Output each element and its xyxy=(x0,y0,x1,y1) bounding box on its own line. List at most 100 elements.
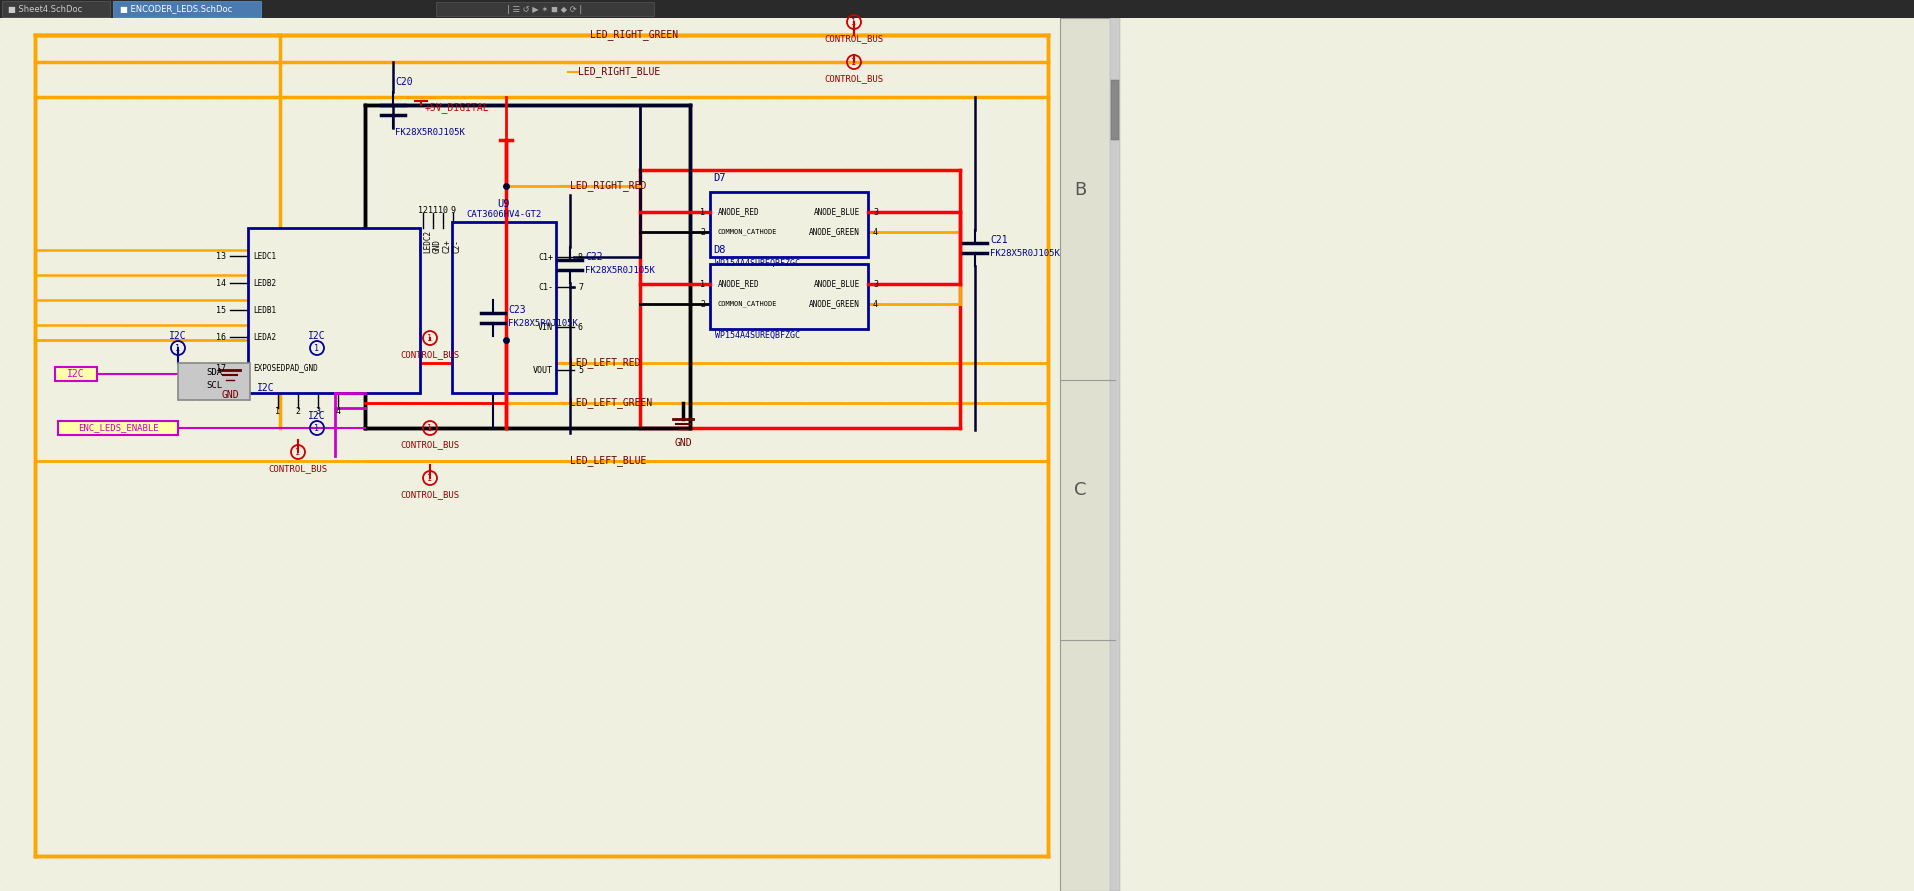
Text: 15: 15 xyxy=(216,306,226,315)
Text: ■ ENCODER_LEDS.SchDoc: ■ ENCODER_LEDS.SchDoc xyxy=(121,4,232,13)
Text: 8: 8 xyxy=(578,252,582,261)
Text: 4: 4 xyxy=(873,299,877,308)
Text: I2C: I2C xyxy=(168,331,188,341)
Text: 1: 1 xyxy=(701,208,704,217)
Text: LEDB2: LEDB2 xyxy=(253,279,276,288)
Text: 1: 1 xyxy=(427,473,433,483)
Text: ENC_LEDS_ENABLE: ENC_LEDS_ENABLE xyxy=(78,423,159,432)
Text: 1: 1 xyxy=(314,423,320,432)
Text: | ☰ ↺ ▶ ✶ ◼ ◆ ⟳ |: | ☰ ↺ ▶ ✶ ◼ ◆ ⟳ | xyxy=(507,4,582,13)
Text: ANODE_BLUE: ANODE_BLUE xyxy=(813,280,859,289)
Text: FK28X5R0J105K: FK28X5R0J105K xyxy=(584,266,655,274)
Text: 1: 1 xyxy=(701,280,704,289)
Text: 5: 5 xyxy=(578,365,582,374)
Bar xyxy=(1060,18,1114,891)
Text: LEDC1: LEDC1 xyxy=(253,251,276,260)
Bar xyxy=(1110,80,1118,140)
Text: GND: GND xyxy=(222,390,239,400)
Text: LED_LEFT_RED: LED_LEFT_RED xyxy=(570,357,639,369)
Text: 4: 4 xyxy=(335,406,341,415)
Text: 12: 12 xyxy=(417,206,427,215)
Text: SCL: SCL xyxy=(207,380,222,389)
Text: CONTROL_BUS: CONTROL_BUS xyxy=(268,464,327,473)
Text: LED_RIGHT_BLUE: LED_RIGHT_BLUE xyxy=(578,67,660,78)
Text: FK28X5R0J105K: FK28X5R0J105K xyxy=(507,318,578,328)
Bar xyxy=(56,367,98,381)
Text: CONTROL_BUS: CONTROL_BUS xyxy=(825,75,882,84)
Text: 1: 1 xyxy=(852,58,856,67)
Text: ANODE_GREEN: ANODE_GREEN xyxy=(810,299,859,308)
Text: C2-: C2- xyxy=(454,239,461,253)
Text: 1: 1 xyxy=(176,344,180,353)
Bar xyxy=(1110,18,1120,891)
Text: C20: C20 xyxy=(394,77,412,87)
Text: COMMON_CATHODE: COMMON_CATHODE xyxy=(718,229,777,235)
Text: U9: U9 xyxy=(498,199,509,209)
Text: 1: 1 xyxy=(427,423,433,432)
Text: CAT3606HV4-GT2: CAT3606HV4-GT2 xyxy=(467,209,542,218)
Text: LED_RIGHT_RED: LED_RIGHT_RED xyxy=(570,181,647,192)
Text: 16: 16 xyxy=(216,332,226,341)
Text: ANODE_RED: ANODE_RED xyxy=(718,208,760,217)
Text: 1: 1 xyxy=(852,18,856,27)
Bar xyxy=(710,192,867,257)
Text: VIN: VIN xyxy=(538,323,553,331)
Bar xyxy=(710,264,867,329)
Text: 10: 10 xyxy=(438,206,448,215)
Text: LEDA2: LEDA2 xyxy=(253,332,276,341)
Bar xyxy=(57,421,178,435)
Text: 13: 13 xyxy=(216,251,226,260)
Text: 1: 1 xyxy=(295,447,300,456)
Text: GND: GND xyxy=(674,438,691,448)
Text: ■ Sheet4.SchDoc: ■ Sheet4.SchDoc xyxy=(8,4,82,13)
Text: 14: 14 xyxy=(216,279,226,288)
Text: D8: D8 xyxy=(712,245,725,255)
Bar xyxy=(2,1,109,17)
Text: C1-: C1- xyxy=(538,282,553,291)
Text: ANODE_RED: ANODE_RED xyxy=(718,280,760,289)
Text: C21: C21 xyxy=(990,235,1007,245)
Text: CONTROL_BUS: CONTROL_BUS xyxy=(400,491,459,500)
Text: 17: 17 xyxy=(216,364,226,372)
Text: LEDB1: LEDB1 xyxy=(253,306,276,315)
Text: 3: 3 xyxy=(873,280,877,289)
Bar xyxy=(113,1,260,17)
Text: FK28X5R0J105K: FK28X5R0J105K xyxy=(394,127,465,136)
Text: LED_LEFT_BLUE: LED_LEFT_BLUE xyxy=(570,455,647,467)
Bar xyxy=(178,363,251,400)
Text: LEDC2: LEDC2 xyxy=(423,230,433,253)
Text: FK28X5R0J105K: FK28X5R0J105K xyxy=(990,249,1058,257)
Text: I2C: I2C xyxy=(308,411,325,421)
Text: I2C: I2C xyxy=(256,383,276,393)
Text: 1: 1 xyxy=(276,406,279,415)
Text: C22: C22 xyxy=(584,252,603,262)
Text: SDA: SDA xyxy=(207,367,222,377)
Bar xyxy=(249,228,419,393)
Text: LED_LEFT_GREEN: LED_LEFT_GREEN xyxy=(570,397,653,408)
Text: COMMON_CATHODE: COMMON_CATHODE xyxy=(718,300,777,307)
Text: B: B xyxy=(1074,181,1085,199)
Text: 1: 1 xyxy=(314,344,320,353)
Text: 7: 7 xyxy=(578,282,582,291)
Text: D7: D7 xyxy=(712,173,725,183)
Text: GND: GND xyxy=(433,239,442,253)
Bar xyxy=(436,2,655,16)
Text: C1+: C1+ xyxy=(538,252,553,261)
Text: 6: 6 xyxy=(578,323,582,331)
Text: 3: 3 xyxy=(316,406,320,415)
Text: 2: 2 xyxy=(701,227,704,236)
Text: C: C xyxy=(1074,481,1085,499)
Text: 2: 2 xyxy=(701,299,704,308)
Text: ANODE_GREEN: ANODE_GREEN xyxy=(810,227,859,236)
Text: 1: 1 xyxy=(427,333,433,342)
Bar xyxy=(0,0,1914,18)
Text: C23: C23 xyxy=(507,305,524,315)
Text: CONTROL_BUS: CONTROL_BUS xyxy=(825,35,882,44)
Text: 4: 4 xyxy=(873,227,877,236)
Text: C2+: C2+ xyxy=(442,239,452,253)
Bar xyxy=(452,222,555,393)
Text: EXPOSEDPAD_GND: EXPOSEDPAD_GND xyxy=(253,364,318,372)
Text: ANODE_BLUE: ANODE_BLUE xyxy=(813,208,859,217)
Text: CONTROL_BUS: CONTROL_BUS xyxy=(400,350,459,359)
Text: WP154A4SUREQBFZGC: WP154A4SUREQBFZGC xyxy=(714,331,800,339)
